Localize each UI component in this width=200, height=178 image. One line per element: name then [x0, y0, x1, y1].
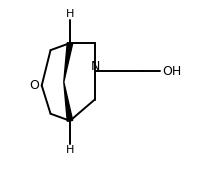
Text: N: N — [91, 60, 100, 73]
Polygon shape — [64, 43, 73, 82]
Text: O: O — [30, 79, 40, 92]
Text: H: H — [66, 9, 74, 19]
Text: H: H — [66, 145, 74, 155]
Text: OH: OH — [162, 65, 181, 78]
Polygon shape — [64, 82, 73, 121]
